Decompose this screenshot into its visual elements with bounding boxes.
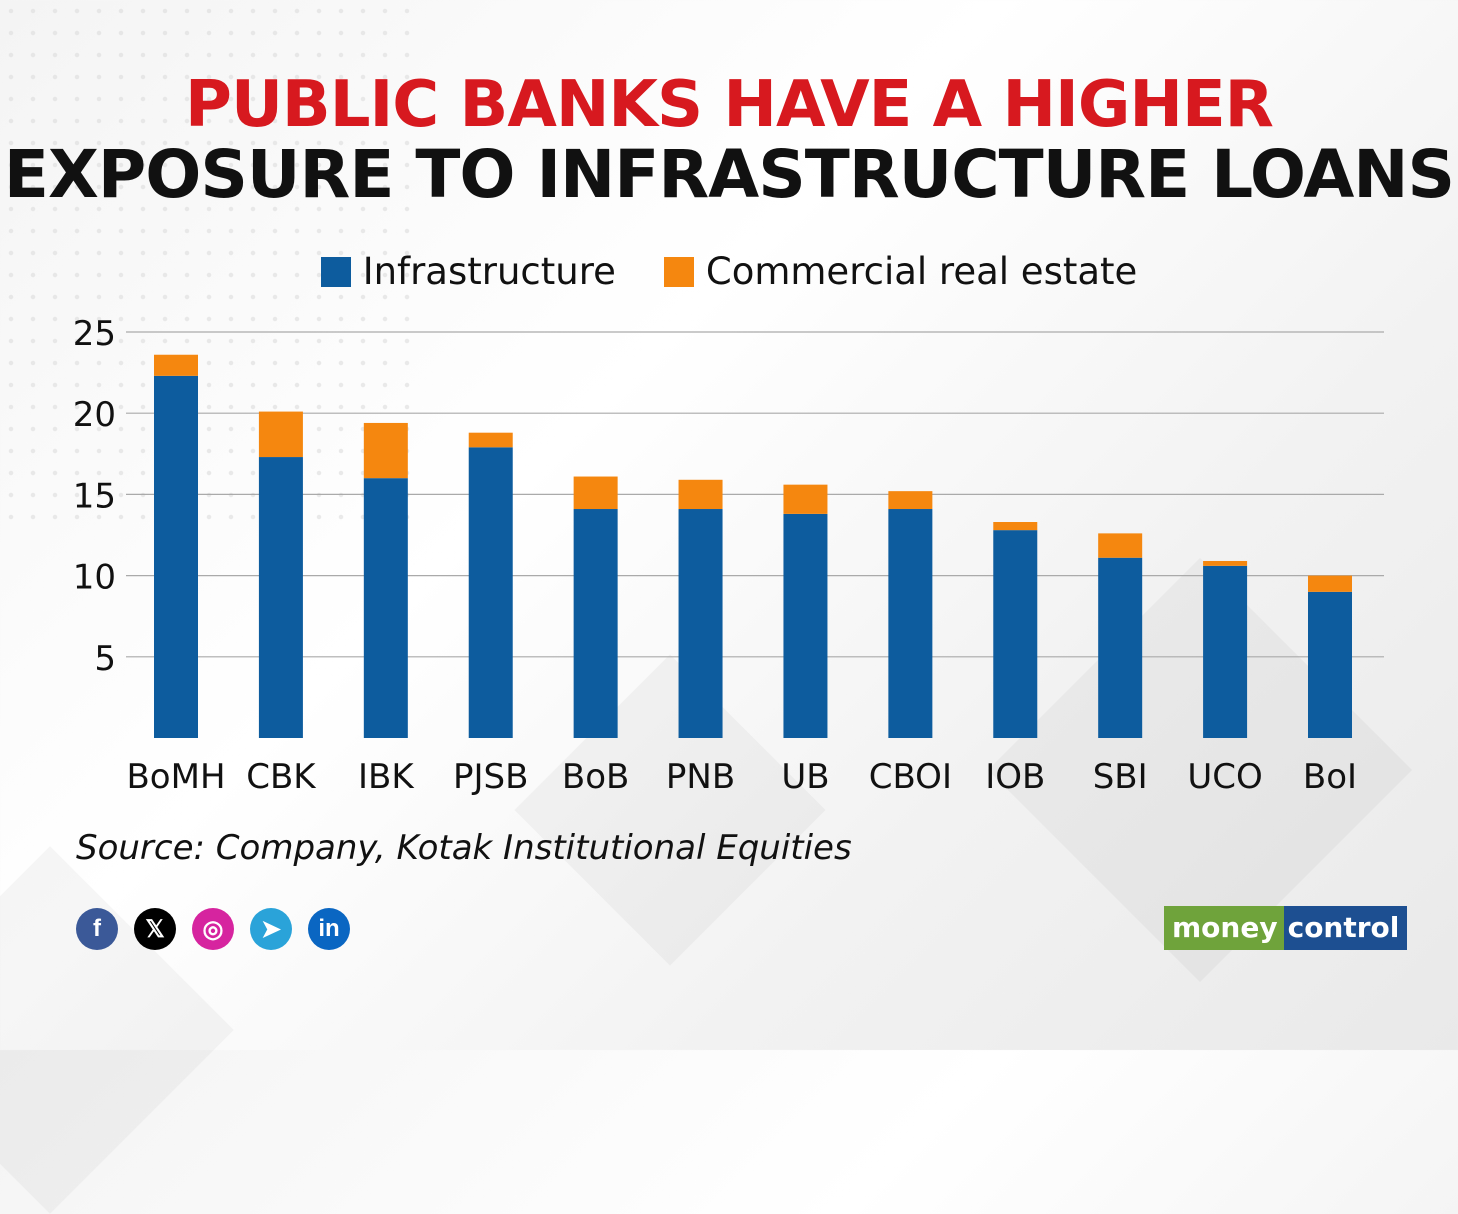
legend-swatch-infrastructure bbox=[320, 256, 351, 287]
bar-commercial-real-estate bbox=[678, 479, 723, 510]
y-tick-label: 10 bbox=[73, 558, 116, 598]
legend: Infrastructure Commercial real estate bbox=[0, 250, 1458, 293]
x-tick-label: UB bbox=[781, 757, 829, 797]
x-tick-label: IBK bbox=[358, 757, 415, 797]
legend-item-infrastructure: Infrastructure bbox=[320, 250, 616, 293]
x-tick-label: CBOI bbox=[869, 757, 952, 797]
y-tick-label: 15 bbox=[73, 476, 116, 516]
title-line-1: PUBLIC BANKS HAVE A HIGHER bbox=[185, 68, 1274, 142]
bar-commercial-real-estate bbox=[468, 432, 513, 448]
moneycontrol-logo: money control bbox=[1164, 906, 1408, 950]
logo-part-money: money bbox=[1164, 906, 1284, 950]
legend-label: Commercial real estate bbox=[705, 250, 1138, 293]
linkedin-icon[interactable]: in bbox=[308, 908, 350, 950]
bar-commercial-real-estate bbox=[888, 491, 933, 510]
title-line-2: EXPOSURE TO INFRASTRUCTURE LOANS bbox=[3, 136, 1455, 213]
bar-infrastructure bbox=[1308, 591, 1352, 738]
x-tick-label: PJSB bbox=[453, 757, 528, 797]
bar-infrastructure bbox=[888, 509, 933, 738]
bar-infrastructure bbox=[993, 530, 1038, 738]
bar-commercial-real-estate bbox=[1308, 575, 1352, 592]
x-tick-label: PNB bbox=[666, 757, 735, 797]
x-icon[interactable]: 𝕏 bbox=[134, 908, 176, 950]
bar-infrastructure bbox=[468, 447, 513, 738]
x-tick-label: BoB bbox=[562, 757, 629, 797]
legend-item-commercial-real-estate: Commercial real estate bbox=[663, 250, 1138, 293]
telegram-icon[interactable]: ➤ bbox=[250, 908, 292, 950]
bar-infrastructure bbox=[783, 513, 828, 738]
legend-swatch-commercial-real-estate bbox=[663, 256, 694, 287]
bar-infrastructure bbox=[363, 478, 408, 738]
legend-label: Infrastructure bbox=[362, 250, 616, 293]
x-tick-label: IOB bbox=[985, 757, 1045, 797]
x-tick-label: CBK bbox=[246, 757, 317, 797]
bar-commercial-real-estate bbox=[573, 476, 618, 510]
y-tick-label: 5 bbox=[94, 639, 116, 679]
source-note: Source: Company, Kotak Institutional Equ… bbox=[76, 828, 852, 868]
bar-infrastructure bbox=[1098, 557, 1143, 738]
instagram-icon[interactable]: ◎ bbox=[192, 908, 234, 950]
logo-part-control: control bbox=[1283, 906, 1408, 950]
x-tick-label: BoI bbox=[1303, 757, 1357, 797]
facebook-icon[interactable]: f bbox=[76, 908, 118, 950]
y-tick-label: 25 bbox=[73, 314, 116, 354]
bar-infrastructure bbox=[258, 457, 303, 738]
bar-infrastructure bbox=[1203, 565, 1248, 738]
bar-infrastructure bbox=[573, 509, 618, 738]
x-tick-label: UCO bbox=[1187, 757, 1262, 797]
bar-commercial-real-estate bbox=[1203, 560, 1248, 566]
bar-commercial-real-estate bbox=[783, 484, 828, 514]
bar-commercial-real-estate bbox=[154, 354, 198, 376]
bar-infrastructure bbox=[678, 509, 723, 738]
stacked-bar-chart: 5 10 15 20 25 BoMH CBK IBK PJSB BoB PNB UB CBOI IOB SB… bbox=[73, 314, 1384, 797]
social-icons: f 𝕏 ◎ ➤ in bbox=[76, 908, 350, 950]
bar-commercial-real-estate bbox=[258, 411, 303, 458]
bar-infrastructure bbox=[154, 375, 198, 738]
y-tick-label: 20 bbox=[73, 395, 116, 435]
bar-commercial-real-estate bbox=[363, 422, 408, 479]
bar-commercial-real-estate bbox=[1098, 533, 1143, 558]
x-tick-label: SBI bbox=[1093, 757, 1148, 797]
background-diamond bbox=[0, 846, 234, 1214]
bar-commercial-real-estate bbox=[993, 522, 1038, 531]
x-tick-label: BoMH bbox=[126, 757, 225, 797]
